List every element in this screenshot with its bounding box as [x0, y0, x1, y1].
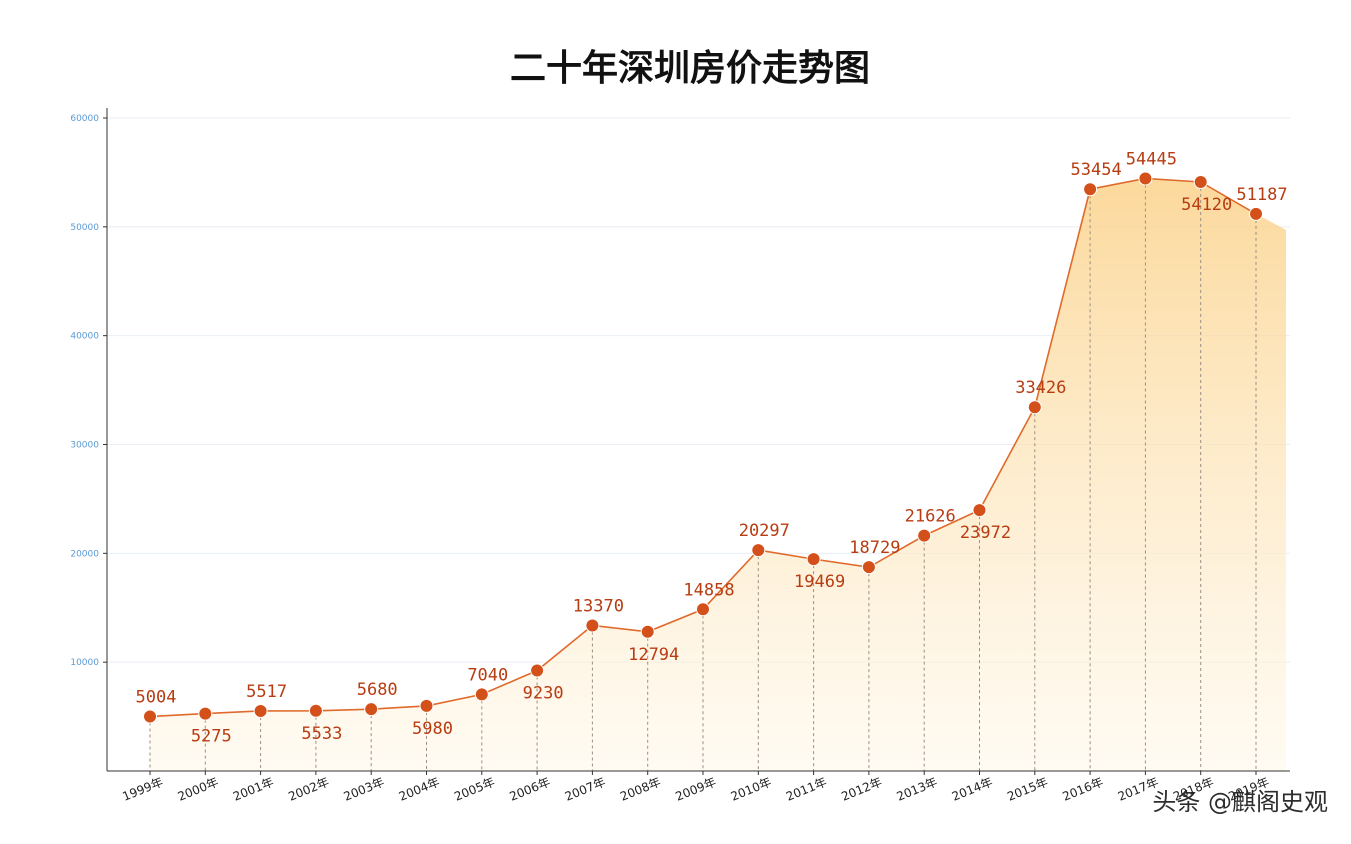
- x-tick-label: 2016年: [1061, 775, 1106, 804]
- data-label: 18729: [849, 538, 900, 558]
- data-point: [143, 709, 157, 724]
- data-labels: 5004 5275 5517 5533 5680 5980 7040 9230 13370 127…: [136, 149, 1288, 746]
- data-label: 7040: [467, 665, 508, 685]
- data-point: [474, 687, 489, 702]
- x-tick-label: 2013年: [895, 775, 940, 804]
- y-tick-label: 50000: [70, 223, 99, 233]
- x-tick-label: 2004年: [397, 775, 442, 804]
- area-fill: [150, 178, 1286, 771]
- data-label: 21626: [905, 507, 956, 527]
- data-label: 5680: [357, 680, 398, 700]
- data-label: 5004: [136, 688, 177, 708]
- x-tick-label: 2003年: [342, 775, 387, 804]
- x-tick-label: 2001年: [231, 775, 276, 804]
- data-label: 5980: [412, 719, 453, 739]
- watermark-credit: 头条 @麒阁史观: [1152, 788, 1328, 816]
- x-ticks: 1999年 2000年 2001年 2002年 2003年 2004年 2005年 2006年…: [120, 771, 1271, 804]
- x-tick-label: 2000年: [176, 775, 221, 804]
- watermark-credit-text: 头条 @麒阁史观: [1152, 788, 1328, 816]
- axes: [106, 108, 1290, 772]
- x-tick-label: 2005年: [452, 775, 497, 804]
- data-label: 14858: [683, 580, 734, 600]
- x-tick-label: 2010年: [729, 775, 774, 804]
- drop-lines: [149, 178, 1257, 771]
- x-tick-label: 2007年: [563, 775, 608, 804]
- data-label: 5533: [301, 724, 342, 744]
- data-label: 5517: [246, 682, 287, 702]
- data-point: [972, 503, 987, 518]
- y-ticks: 10000 20000 30000 40000 50000 60000: [70, 114, 107, 668]
- y-tick-label: 60000: [70, 114, 99, 124]
- x-tick-label: 1999年: [120, 775, 165, 804]
- data-point: [751, 543, 766, 558]
- data-label: 33426: [1015, 378, 1066, 398]
- data-point: [253, 703, 268, 718]
- data-label: 9230: [523, 684, 564, 704]
- data-point: [419, 698, 434, 713]
- data-label: 54445: [1126, 149, 1177, 169]
- data-label: 23972: [960, 523, 1011, 543]
- chart-title: 二十年深圳房价走势图: [510, 48, 870, 89]
- data-markers: [143, 171, 1263, 724]
- data-point: [696, 602, 710, 617]
- data-point: [308, 703, 323, 718]
- data-point: [1249, 206, 1263, 221]
- x-tick-label: 2008年: [618, 775, 663, 804]
- data-point: [1027, 400, 1042, 415]
- y-tick-label: 30000: [70, 441, 99, 451]
- x-tick-label: 2002年: [286, 775, 331, 804]
- data-label: 54120: [1181, 195, 1232, 215]
- data-point: [1083, 182, 1098, 197]
- y-tick-label: 20000: [70, 549, 99, 559]
- data-label: 53454: [1071, 160, 1122, 180]
- data-point: [917, 528, 932, 543]
- data-point: [640, 624, 655, 639]
- data-point: [1193, 174, 1208, 189]
- data-label: 20297: [739, 521, 790, 541]
- data-label: 13370: [573, 596, 624, 616]
- data-point: [861, 560, 876, 575]
- y-tick-label: 40000: [70, 332, 99, 342]
- data-point: [806, 552, 821, 567]
- data-label: 51187: [1236, 185, 1287, 205]
- data-label: 5275: [191, 727, 232, 747]
- data-point: [530, 663, 545, 678]
- x-tick-label: 2015年: [1005, 775, 1050, 804]
- data-point: [198, 706, 213, 721]
- y-tick-label: 10000: [70, 658, 99, 668]
- data-point: [1138, 171, 1153, 186]
- data-label: 12794: [628, 645, 679, 665]
- data-point: [585, 618, 600, 633]
- data-label: 19469: [794, 572, 845, 592]
- x-tick-label: 2011年: [784, 775, 829, 804]
- x-tick-label: 2012年: [839, 775, 884, 804]
- x-tick-label: 2009年: [673, 775, 718, 804]
- x-tick-label: 2006年: [508, 775, 553, 804]
- area-fill-path: [150, 178, 1286, 771]
- x-tick-label: 2014年: [950, 775, 995, 804]
- data-point: [364, 702, 379, 717]
